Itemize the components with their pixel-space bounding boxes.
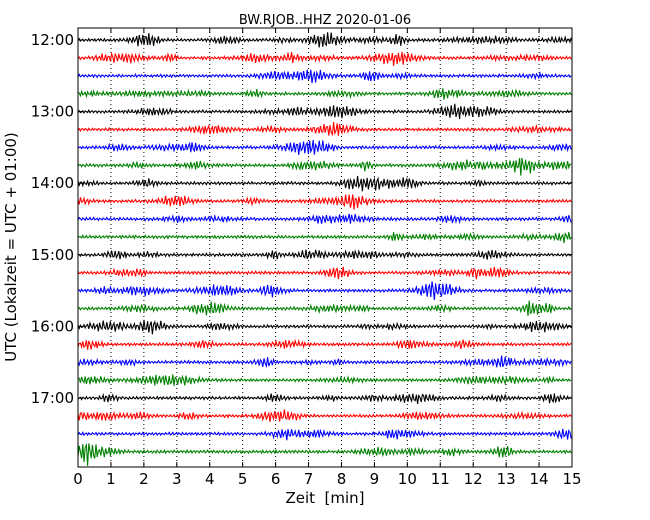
y-tick-label: 17:00 (31, 389, 74, 407)
trace-row (77, 157, 572, 176)
trace-row (77, 175, 572, 192)
trace-row (77, 355, 572, 369)
trace-row (77, 140, 572, 155)
trace-row (77, 266, 572, 280)
trace-row (77, 409, 572, 422)
x-tick-label: 0 (73, 470, 83, 488)
trace-row (77, 103, 572, 120)
trace-row (77, 281, 572, 301)
x-tick-label: 4 (205, 470, 215, 488)
trace-row (77, 88, 572, 100)
trace-row (77, 428, 572, 441)
trace-row (77, 442, 572, 466)
trace-row (77, 231, 572, 244)
trace-row (77, 300, 572, 316)
x-tick-label: 5 (238, 470, 248, 488)
y-tick-label: 15:00 (31, 246, 74, 264)
y-tick-label: 14:00 (31, 174, 74, 192)
chart-title: BW.RJOB..HHZ 2020-01-06 (239, 13, 411, 28)
plot-frame (77, 27, 573, 468)
seismogram-traces (77, 32, 572, 466)
x-tick-label: 9 (370, 470, 380, 488)
y-tick-label: 13:00 (31, 103, 74, 121)
x-tick-label: 12 (464, 470, 483, 488)
axis-ticks: 0 1 2 3 4 5 6 7 8 9 10 11 12 13 14 1512:0013:0014:0015:… (31, 28, 582, 488)
trace-row (77, 32, 572, 48)
x-tick-label: 2 (139, 470, 149, 488)
trace-row (77, 338, 572, 350)
trace-row (77, 374, 572, 386)
x-axis-label: Zeit [min] (285, 489, 364, 507)
x-tick-label: 13 (497, 470, 516, 488)
x-tick-label: 10 (398, 470, 417, 488)
trace-row (77, 69, 572, 84)
y-axis-label: UTC (Lokalzeit = UTC + 01:00) (2, 132, 20, 362)
trace-row (77, 194, 572, 210)
x-tick-label: 7 (304, 470, 314, 488)
trace-row (77, 392, 572, 405)
x-tick-label: 3 (172, 470, 182, 488)
trace-row (77, 51, 572, 66)
trace-row (77, 319, 572, 335)
x-tick-label: 6 (271, 470, 281, 488)
x-tick-label: 15 (562, 470, 581, 488)
trace-row (77, 213, 572, 225)
trace-row (77, 249, 572, 260)
x-tick-label: 8 (337, 470, 347, 488)
trace-row (77, 122, 572, 137)
x-tick-label: 14 (530, 470, 549, 488)
y-tick-label: 12:00 (31, 31, 74, 49)
x-tick-label: 11 (431, 470, 450, 488)
y-tick-label: 16:00 (31, 317, 74, 335)
x-tick-label: 1 (106, 470, 116, 488)
